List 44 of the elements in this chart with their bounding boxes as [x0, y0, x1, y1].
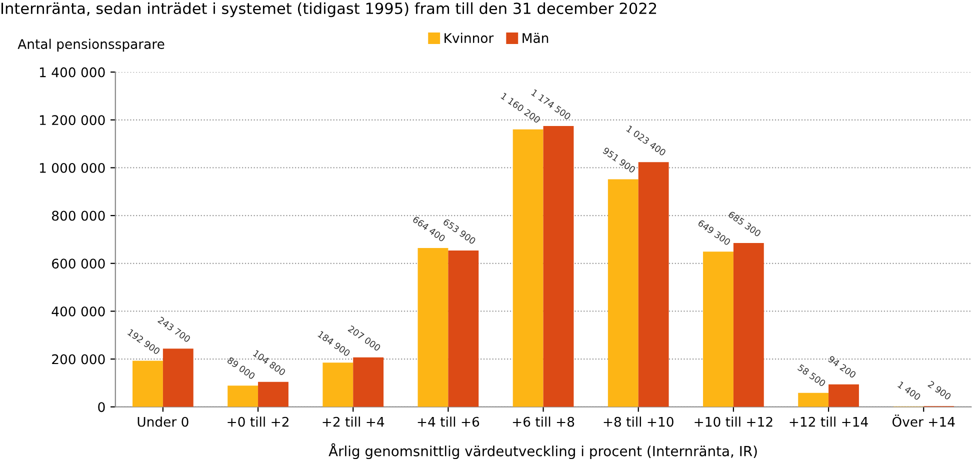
data-label: 89 000 [226, 356, 256, 380]
y-tick-label: 600 000 [52, 258, 105, 269]
bar [162, 348, 194, 407]
bar [798, 392, 829, 407]
legend-label: Kvinnor [444, 32, 494, 44]
bar [228, 386, 258, 407]
data-label: 2 900 [928, 380, 952, 400]
chart-title: Internränta, sedan inträdet i systemet (tidigast 1995) fram till den 31 december 2022 [2, 2, 656, 18]
y-axis-title: Antal pensionssparare [18, 38, 164, 52]
bar [353, 357, 384, 407]
x-tick-label: +10 till +12 [694, 416, 772, 427]
bar [512, 129, 544, 407]
y-tick-label: 800 000 [52, 210, 105, 221]
x-tick-label: +6 till +8 [512, 416, 574, 427]
legend-label: Män [522, 32, 548, 44]
bar [608, 179, 638, 407]
y-tick-label: 1 000 000 [40, 162, 105, 173]
bar [132, 360, 163, 407]
x-tick-label: +4 till +6 [418, 416, 480, 427]
bar [828, 384, 859, 407]
y-tick-label: 200 000 [52, 354, 105, 364]
bar [322, 362, 354, 407]
x-tick-label: Över +14 [892, 414, 955, 427]
y-tick-label: 0 [98, 402, 105, 412]
bar [258, 382, 288, 407]
x-tick-label: +8 till +10 [604, 416, 674, 427]
x-axis-title: Årlig genomsnittlig värdeutveckling i procent (Internränta, IR) [328, 443, 757, 460]
x-tick-label: +0 till +2 [228, 416, 288, 427]
data-label: 58 500 [797, 364, 826, 387]
data-label: 94 200 [828, 355, 857, 378]
data-label: 1 400 [897, 381, 922, 401]
bar [543, 126, 574, 407]
x-tick-label: +12 till +14 [790, 416, 868, 427]
bar [418, 248, 448, 407]
data-label: 207 000 [348, 325, 382, 352]
bar [733, 242, 764, 407]
y-tick-label: 400 000 [52, 306, 105, 316]
x-tick-label: Under 0 [138, 416, 188, 427]
bar [638, 162, 669, 407]
y-tick-label: 1 200 000 [40, 115, 105, 126]
x-tick-label: +2 till +4 [322, 416, 384, 427]
bar [703, 252, 734, 407]
bar [448, 250, 479, 407]
y-tick-label: 1 400 000 [40, 67, 105, 78]
